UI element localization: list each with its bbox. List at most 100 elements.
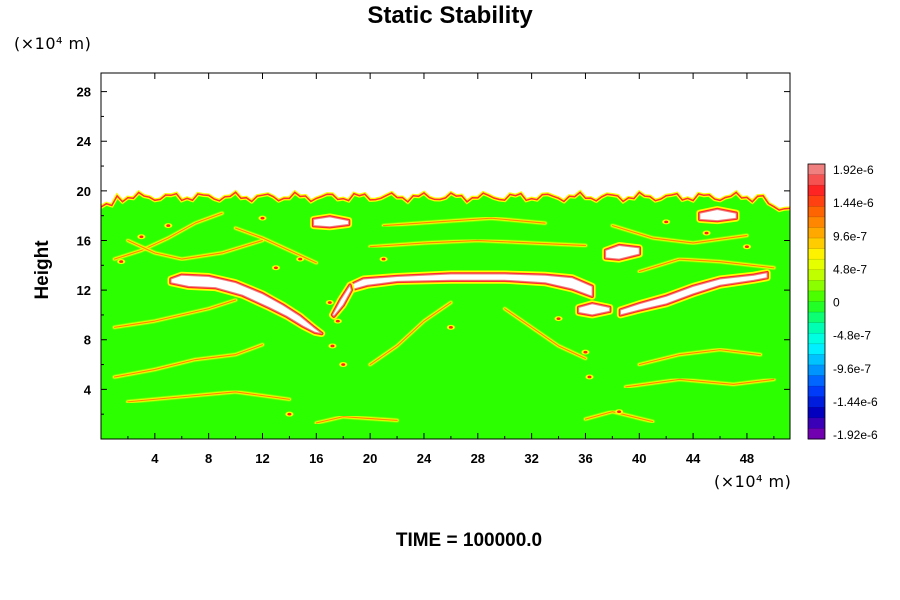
y-tick-label: 28 [77,85,91,100]
colorbar-segment [808,301,825,313]
contour-filament-orange [369,301,452,366]
y-tick-label: 20 [77,184,91,199]
contour-filament-orange [638,349,761,366]
colorbar-segment [808,227,825,239]
contour-filament-orange [113,299,237,328]
x-tick-label: 20 [363,451,377,466]
colorbar-segment [808,364,825,377]
contour-filament-orange [127,239,264,260]
contour-speckle-red [664,220,669,224]
x-axis: 4 8 12 16 20 24 28 32 36 40 44 48 [127,73,775,466]
colorbar-segment [808,206,825,218]
stable-blob-2 [605,245,640,260]
colorbar-segment [808,375,825,387]
contour-filament-orange [383,217,546,227]
colorbar-segment [808,343,825,355]
x-tick-label: 32 [524,451,538,466]
x-tick-label: 36 [578,451,592,466]
contour-filament-orange [369,239,587,248]
contour-speckle-red [744,245,749,248]
stable-band-left [170,274,323,334]
positive-stability-region [101,192,790,439]
y-axis: 4 8 12 16 20 24 28 [77,85,790,415]
colorbar-segment [808,322,825,334]
stable-band-right [619,272,768,316]
colorbar-label: 4.8e-7 [833,262,867,276]
contour-speckle-red [298,257,303,261]
top-contour-red [101,191,790,211]
colorbar-label: -4.8e-7 [833,329,871,343]
colorbar-segment [808,164,825,176]
contour-speckle-red [119,260,124,263]
x-tick-label: 4 [151,451,159,466]
contour-speckle-red [448,326,453,329]
contour-speckle-red [327,301,332,304]
colorbar-label: 1.44e-6 [833,196,874,210]
chart-title: Static Stability [367,2,533,29]
contour-speckle-red [330,344,335,348]
colorbar-segment [808,396,825,408]
contour-speckle-red [260,216,265,220]
colorbar-segment [808,195,825,207]
contour-speckle-red [556,317,561,320]
stable-blob-3 [699,209,737,222]
contour-filament-orange [235,227,317,264]
x-tick-label: 48 [740,451,754,466]
y-tick-label: 12 [77,283,91,298]
stable-blob-4 [578,303,611,316]
colorbar-segment [808,216,825,228]
y-tick-label: 8 [84,333,91,348]
contour-speckle-red [273,266,278,270]
colorbar-segment [808,174,825,186]
x-tick-label: 8 [205,451,212,466]
colorbar-segment [808,259,825,271]
colorbar-segment [808,417,825,429]
colorbar: 1.92e-6 1.44e-6 9.6e-7 4.8e-7 0 -4.8e-7 -9.6e-… [807,163,878,442]
colorbar-segment [808,280,825,292]
y-tick-label: 16 [77,233,91,248]
contour-filament-orange [504,308,587,359]
colorbar-label: -1.44e-6 [833,395,878,409]
colorbar-label: 9.6e-7 [833,229,867,243]
y-tick-label: 24 [77,134,92,149]
x-tick-label: 44 [686,451,701,466]
x-tick-label: 40 [632,451,646,466]
colorbar-label: -1.92e-6 [833,428,878,442]
contour-speckle-red [287,412,292,416]
colorbar-segment [808,354,825,366]
x-tick-label: 28 [471,451,485,466]
contour-filament-orange [315,416,398,424]
contour-filament-orange [638,258,775,273]
colorbar-segment [808,428,825,440]
colorbar-segment [808,269,825,281]
y-tick-label: 4 [84,382,92,397]
colorbar-frame [807,163,826,440]
contour-filament-orange [625,378,775,388]
contour-speckle-red [166,224,171,227]
stable-band-center-tail [332,284,352,317]
contour-filament-orange [584,411,654,423]
stable-blob-1 [313,216,350,228]
colorbar-segment [808,333,825,345]
y-axis-unit: (×10⁴ m) [14,34,92,53]
colorbar-segment [808,290,825,302]
contour-speckle-red [335,319,340,323]
contour-speckle-red [381,257,386,261]
colorbar-label: 0 [833,296,840,310]
colorbar-label: -9.6e-7 [833,362,871,376]
colorbar-label: 1.92e-6 [833,163,874,177]
contour-speckle-red [341,363,346,366]
colorbar-segment [808,407,825,419]
contour-filament-orange [127,391,290,403]
x-tick-label: 24 [417,451,432,466]
colorbar-segment [808,248,825,260]
x-tick-label: 12 [255,451,269,466]
contour-filament-orange [113,344,264,378]
stability-field [101,189,790,439]
colorbar-segment [808,312,825,324]
time-label: TIME = 100000.0 [395,530,543,551]
colorbar-segment [808,185,825,197]
x-tick-label: 16 [309,451,323,466]
colorbar-segment [808,238,825,250]
